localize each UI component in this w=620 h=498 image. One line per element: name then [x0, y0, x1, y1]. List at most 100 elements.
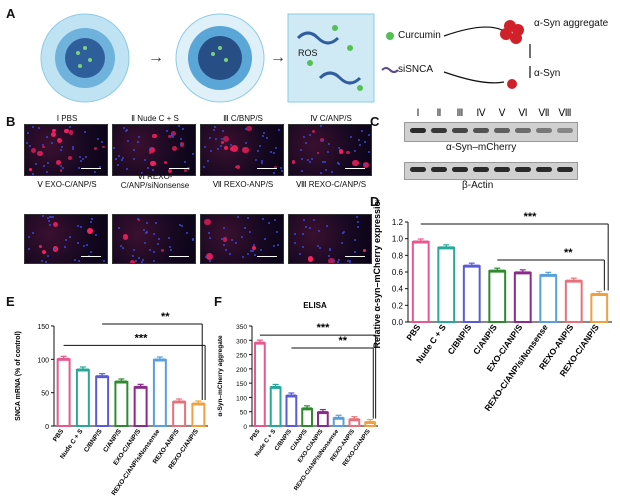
panel-d-label: D	[370, 194, 380, 209]
target-blot	[404, 122, 578, 142]
micrograph-image	[288, 124, 372, 176]
lane-label: Ⅷ	[558, 108, 572, 119]
monomer-label: α-Syn	[534, 68, 561, 79]
bar	[269, 386, 282, 428]
bar	[539, 274, 558, 324]
aggregate-icon	[500, 20, 524, 44]
legend-sisnca: siSNCA	[398, 64, 434, 75]
micrograph-label: Ⅷ REXO-C/ANP/S	[295, 180, 367, 189]
bar	[285, 395, 298, 427]
sig-label: ***	[135, 332, 149, 344]
panel-f-label: F	[214, 294, 222, 309]
bar	[172, 401, 187, 427]
micrograph-label: Ⅲ C/BNP/S	[223, 114, 263, 123]
target-band	[536, 128, 552, 133]
y-tick-label: 1.0	[392, 235, 404, 244]
actin-band	[494, 167, 510, 172]
x-tick-label: PBS	[250, 429, 262, 443]
lane-label: Ⅰ	[416, 108, 420, 119]
y-tick-label: 50	[240, 410, 248, 417]
actin-blot	[404, 162, 578, 180]
actin-band	[452, 167, 468, 172]
panel-a-label: A	[6, 6, 16, 21]
micrograph-label: Ⅳ C/ANP/S	[310, 114, 352, 123]
monomer-icon	[507, 79, 517, 89]
nanoparticle-2-icon	[175, 13, 265, 103]
panel-e-label: E	[6, 294, 15, 309]
sig-label: **	[564, 247, 573, 259]
bar	[133, 386, 148, 428]
sig-label: ***	[317, 322, 331, 334]
y-tick-label: 0.6	[392, 268, 404, 277]
y-tick-label: 0	[45, 424, 49, 431]
lane-label: Ⅱ	[436, 108, 442, 119]
y-tick-label: 0	[243, 424, 247, 431]
actin-band	[410, 167, 426, 172]
y-axis-label: α-Syn–mCherry aggregate	[217, 335, 224, 417]
nanoparticle-1-icon	[40, 13, 130, 103]
lane-label: Ⅴ	[498, 108, 506, 119]
micrograph-label: Ⅱ Nude C + S	[131, 114, 179, 123]
x-tick-label: PBS	[52, 428, 66, 444]
micrograph-image	[24, 214, 108, 264]
actin-band	[431, 167, 447, 172]
bar	[301, 407, 314, 427]
bar	[75, 369, 90, 427]
micrograph-image	[288, 214, 372, 264]
micrograph-image	[112, 214, 196, 264]
x-tick-label: PBS	[404, 322, 422, 342]
ros-label: ROS	[298, 48, 318, 58]
target-band	[494, 128, 510, 133]
sisnca-icon	[381, 67, 399, 73]
y-tick-label: 100	[37, 357, 49, 364]
y-tick-label: 300	[236, 338, 247, 345]
actin-band	[536, 167, 552, 172]
sig-label: ***	[524, 211, 538, 223]
actin-label: β-Actin	[462, 180, 494, 191]
lane-label: Ⅳ	[476, 108, 486, 119]
y-axis-label: SNCA mRNA (% of control)	[15, 331, 22, 421]
bar	[590, 293, 609, 323]
bar	[56, 358, 71, 427]
svg-text:→: →	[148, 49, 164, 66]
target-band	[557, 128, 573, 133]
bar	[564, 280, 583, 323]
y-tick-label: 250	[236, 353, 247, 360]
y-tick-label: 0.2	[392, 301, 404, 310]
target-band	[473, 128, 489, 133]
micrograph-label: Ⅵ REXO-C/ANP/siNonsense	[120, 172, 190, 190]
micrograph-image	[200, 214, 284, 264]
y-axis-label: Relative α-syn–mCherry expression	[372, 200, 382, 349]
aggregate-label: α-Syn aggregate	[534, 18, 609, 29]
bar	[95, 375, 110, 427]
y-tick-label: 100	[236, 395, 247, 402]
y-tick-label: 0.0	[392, 318, 404, 327]
target-band	[410, 128, 426, 133]
micrograph-label: Ⅴ EXO-C/ANP/S	[37, 180, 97, 189]
panel-c-label: C	[370, 114, 380, 129]
panel-a-schematic: → →	[40, 13, 531, 103]
target-label: α-Syn–mCherry	[446, 142, 517, 153]
bar	[114, 381, 129, 427]
actin-band	[515, 167, 531, 172]
bar	[253, 342, 266, 427]
y-tick-label: 0.8	[392, 251, 404, 260]
actin-band	[473, 167, 489, 172]
y-tick-label: 0.4	[392, 285, 404, 294]
y-tick-label: 150	[236, 381, 247, 388]
bar	[488, 270, 507, 323]
x-tick-label: C/BNP/S	[445, 322, 473, 356]
sig-label: **	[161, 311, 170, 323]
target-band	[431, 128, 447, 133]
y-tick-label: 150	[37, 324, 49, 331]
bar	[152, 359, 167, 427]
micrograph-image	[112, 124, 196, 176]
panel-b-label: B	[6, 114, 16, 129]
micrograph-label: Ⅶ REXO-ANP/S	[212, 180, 274, 189]
legend-curcumin: Curcumin	[398, 30, 441, 41]
y-tick-label: 1.2	[392, 218, 404, 227]
bar	[513, 271, 532, 324]
actin-band	[557, 167, 573, 172]
